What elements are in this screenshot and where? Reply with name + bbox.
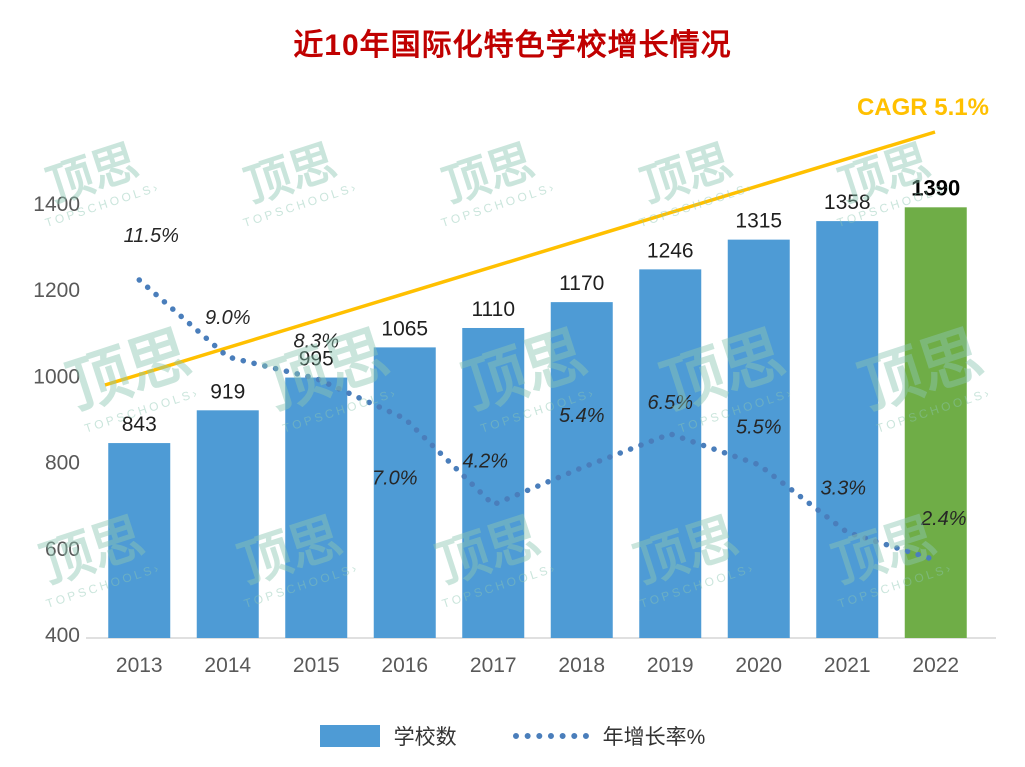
x-axis-label: 2020 (735, 654, 782, 677)
x-axis-label: 2016 (381, 654, 428, 677)
x-axis-label: 2017 (470, 654, 517, 677)
x-axis-label: 2014 (204, 654, 251, 677)
y-axis-tick: 600 (45, 538, 80, 561)
x-axis-label: 2021 (824, 654, 871, 677)
bar-2019 (639, 269, 702, 638)
x-axis-label: 2019 (647, 654, 694, 677)
bar-value-label: 843 (122, 413, 157, 436)
bar-2022 (904, 207, 967, 638)
growth-rate-label: 8.3% (293, 330, 339, 352)
growth-rate-label: 5.5% (736, 417, 782, 439)
y-axis-tick: 1200 (33, 279, 80, 302)
growth-rate-label: 5.4% (559, 405, 605, 427)
cagr-trend-line (104, 130, 936, 387)
bar-2013 (108, 443, 171, 638)
y-axis-tick: 800 (45, 452, 80, 475)
bar-2020 (727, 239, 790, 638)
bar-value-label: 1246 (647, 239, 694, 262)
x-axis-label: 2015 (293, 654, 340, 677)
bar-value-label: 1065 (381, 317, 428, 340)
bar-2021 (816, 221, 879, 639)
bar-value-label: 995 (299, 348, 334, 371)
bar-2018 (550, 302, 613, 638)
legend-line-label: 年增长率% (602, 726, 706, 749)
y-axis-tick: 1400 (33, 193, 80, 216)
legend-bar-swatch (319, 725, 380, 747)
bar-value-label: 1315 (735, 210, 782, 233)
chart-title: 近10年国际化特色学校增长情况 (293, 29, 732, 62)
legend: 学校数 年增长率% (0, 721, 1025, 751)
bar-value-label: 919 (210, 380, 245, 403)
growth-rate-label: 7.0% (372, 468, 418, 490)
y-axis-tick: 1000 (33, 365, 80, 388)
growth-rate-label: 6.5% (647, 392, 693, 414)
bar-value-label: 1358 (824, 191, 871, 214)
bar-value-label: 1110 (471, 298, 515, 321)
growth-rate-label: 3.3% (820, 477, 866, 499)
growth-rate-label: 2.4% (920, 508, 967, 530)
growth-rate-label: 9.0% (205, 307, 251, 329)
bar-2014 (196, 410, 259, 638)
growth-rate-label: 4.2% (462, 451, 508, 473)
bar-2015 (285, 377, 348, 638)
growth-rate-line (136, 277, 939, 563)
x-axis-label: 2018 (558, 654, 605, 677)
bar-2016 (373, 347, 436, 638)
y-axis-tick: 400 (45, 624, 80, 647)
bar-value-label: 1390 (911, 175, 960, 200)
bar-value-label: 1170 (559, 272, 604, 295)
cagr-label: CAGR 5.1% (856, 94, 989, 121)
x-axis-label: 2013 (116, 654, 163, 677)
growth-rate-label: 11.5% (124, 225, 179, 247)
x-axis-label: 2022 (912, 654, 959, 677)
legend-bar-label: 学校数 (393, 726, 457, 749)
legend-dotted-line-swatch (512, 733, 589, 739)
